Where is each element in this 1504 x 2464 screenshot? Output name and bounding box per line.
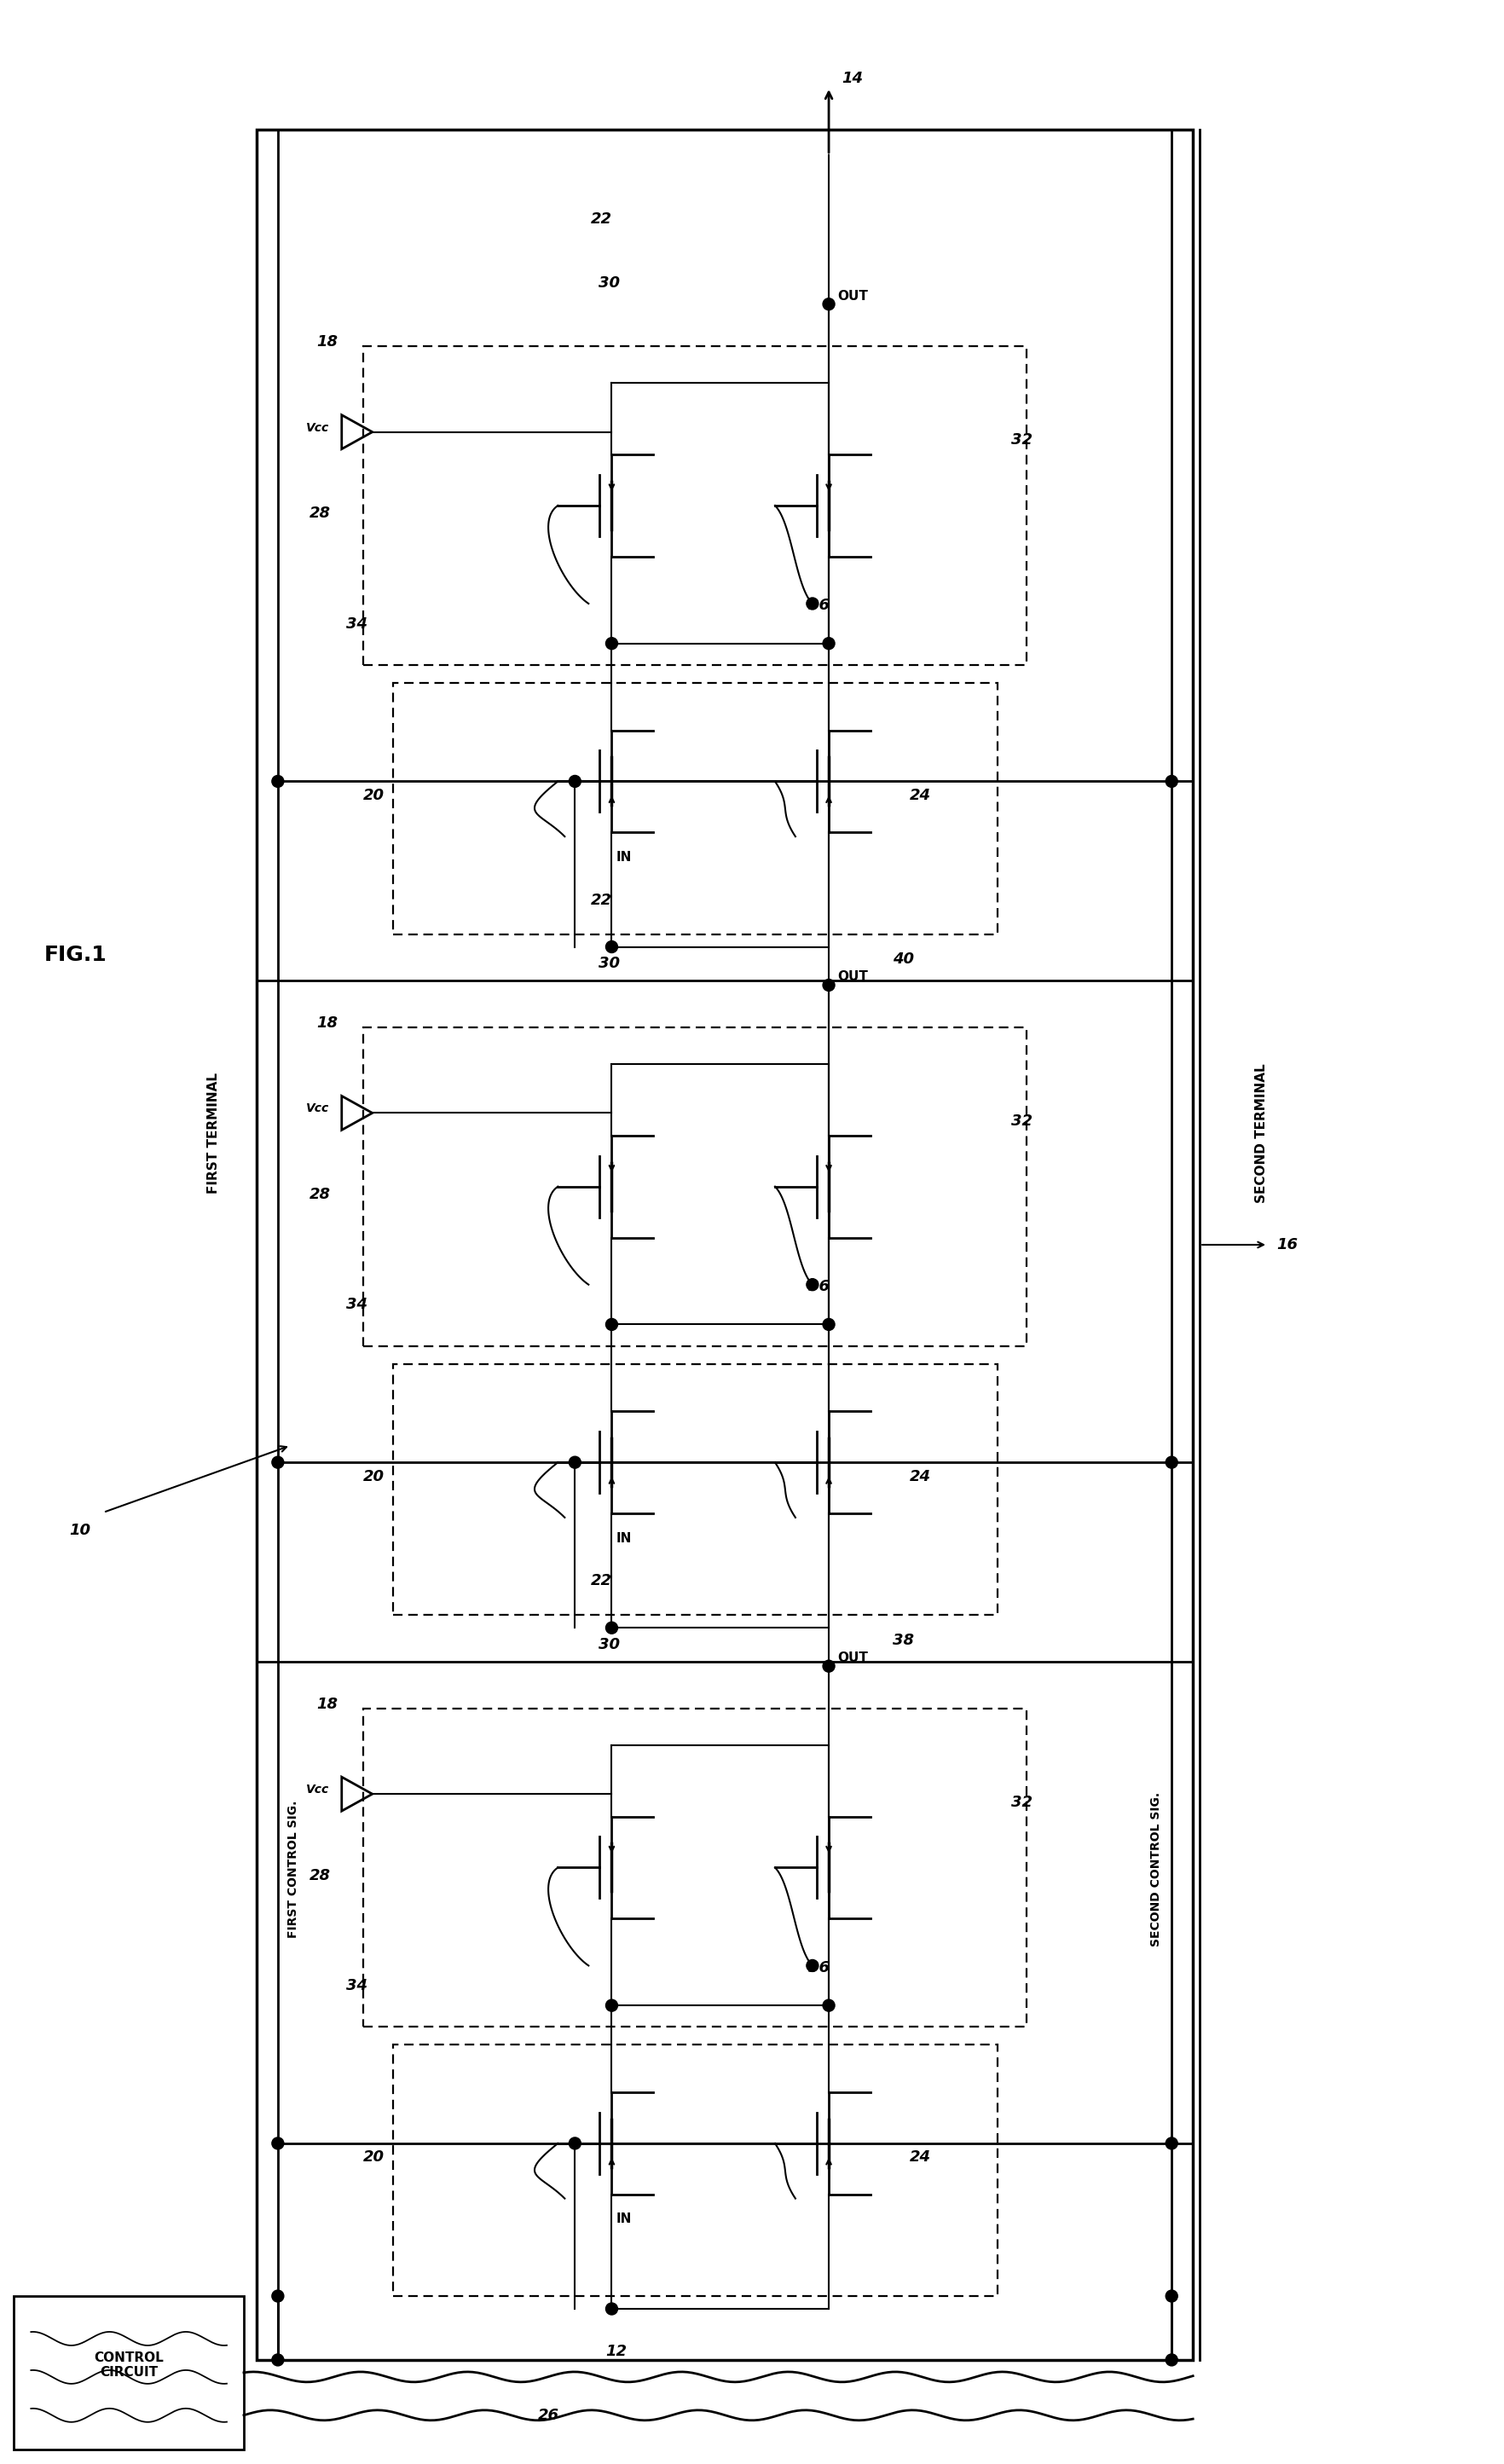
Circle shape (806, 599, 818, 609)
Text: 28: 28 (310, 505, 331, 522)
Circle shape (272, 2289, 284, 2301)
Text: OUT: OUT (836, 1651, 868, 1666)
Text: 30: 30 (599, 276, 620, 291)
Text: 22: 22 (590, 892, 612, 907)
Text: 20: 20 (362, 2149, 384, 2166)
Circle shape (1166, 2136, 1178, 2149)
Circle shape (606, 1318, 617, 1331)
Text: FIRST TERMINAL: FIRST TERMINAL (208, 1072, 220, 1193)
Text: IN: IN (615, 2213, 632, 2225)
Text: 18: 18 (316, 335, 337, 350)
Circle shape (823, 1998, 835, 2011)
Text: 10: 10 (69, 1523, 90, 1538)
Circle shape (606, 2304, 617, 2314)
Circle shape (272, 776, 284, 788)
Text: 34: 34 (346, 1296, 367, 1313)
Circle shape (806, 1959, 818, 1971)
Text: Vcc: Vcc (305, 1784, 329, 1796)
Text: Vcc: Vcc (305, 421, 329, 434)
Circle shape (1166, 1456, 1178, 1469)
Circle shape (569, 776, 581, 788)
Text: 34: 34 (346, 1979, 367, 1993)
Text: 32: 32 (1011, 1114, 1032, 1129)
Text: 40: 40 (892, 951, 913, 968)
Circle shape (1166, 2353, 1178, 2365)
Text: Vcc: Vcc (305, 1104, 329, 1114)
Circle shape (823, 978, 835, 991)
Circle shape (606, 1621, 617, 1634)
Text: 20: 20 (362, 788, 384, 803)
Text: 26: 26 (537, 2407, 558, 2422)
Circle shape (823, 298, 835, 310)
Circle shape (1166, 776, 1178, 788)
Text: 28: 28 (310, 1868, 331, 1882)
Text: 38: 38 (892, 1634, 913, 1648)
Text: 22: 22 (590, 1574, 612, 1589)
Text: 28: 28 (310, 1188, 331, 1202)
Text: 30: 30 (599, 956, 620, 971)
Text: 32: 32 (1011, 431, 1032, 448)
Text: FIRST CONTROL SIG.: FIRST CONTROL SIG. (287, 1801, 299, 1939)
Circle shape (806, 1279, 818, 1291)
Circle shape (606, 1998, 617, 2011)
Text: 34: 34 (346, 616, 367, 631)
Text: 36: 36 (808, 599, 829, 614)
Text: OUT: OUT (836, 291, 868, 303)
Text: IN: IN (615, 1533, 632, 1545)
Text: OUT: OUT (836, 971, 868, 983)
Text: 12: 12 (605, 2343, 627, 2358)
Text: 24: 24 (908, 2149, 931, 2166)
Text: 32: 32 (1011, 1794, 1032, 1809)
Text: 14: 14 (841, 71, 862, 86)
Text: 22: 22 (590, 212, 612, 227)
Text: 24: 24 (908, 788, 931, 803)
Text: SECOND CONTROL SIG.: SECOND CONTROL SIG. (1149, 1791, 1161, 1947)
Circle shape (569, 1456, 581, 1469)
Text: 18: 18 (316, 1695, 337, 1712)
Circle shape (823, 1661, 835, 1673)
Circle shape (606, 638, 617, 650)
Text: 24: 24 (908, 1469, 931, 1483)
Text: SECOND TERMINAL: SECOND TERMINAL (1254, 1064, 1266, 1202)
Text: 36: 36 (808, 1279, 829, 1294)
Circle shape (272, 1456, 284, 1469)
Text: 30: 30 (599, 1636, 620, 1653)
Circle shape (1166, 2289, 1178, 2301)
Text: 36: 36 (808, 1959, 829, 1976)
Text: 20: 20 (362, 1469, 384, 1483)
Circle shape (606, 941, 617, 954)
Bar (256, 131, 1193, 2361)
Circle shape (569, 2136, 581, 2149)
Circle shape (823, 1318, 835, 1331)
Text: FIG.1: FIG.1 (44, 944, 107, 966)
Circle shape (272, 2136, 284, 2149)
Circle shape (823, 638, 835, 650)
Text: 18: 18 (316, 1015, 337, 1030)
Text: 16: 16 (1275, 1237, 1296, 1252)
Text: CONTROL
CIRCUIT: CONTROL CIRCUIT (93, 2351, 164, 2378)
Text: IN: IN (615, 850, 632, 862)
Circle shape (272, 2353, 284, 2365)
Bar (14, 2296, 244, 2449)
